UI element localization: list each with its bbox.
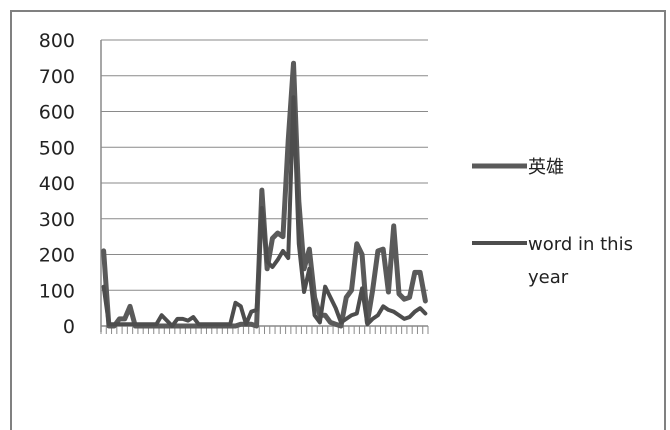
y-tick-label: 500 [39,137,75,159]
gridlines [101,39,428,291]
y-tick-label: 700 [39,66,75,88]
legend-label: year [528,267,569,288]
axes: 800 700 600 500 400 300 200 100 0 [39,30,429,338]
y-tick-label: 100 [39,280,75,302]
y-tick-label: 800 [39,30,75,52]
y-tick-label: 300 [39,209,75,231]
series-line-2 [101,95,428,328]
y-tick-label: 400 [39,173,75,195]
chart-frame [10,10,666,430]
y-tick-label: 0 [63,316,75,338]
legend-label: 英雄 [528,157,564,178]
series-line-1 [101,60,428,329]
legend: 英雄 word in this year [472,157,633,288]
y-tick-label: 200 [39,245,75,267]
series-lines [101,60,428,329]
y-tick-label: 600 [39,102,75,124]
legend-label: word in this [528,234,633,255]
